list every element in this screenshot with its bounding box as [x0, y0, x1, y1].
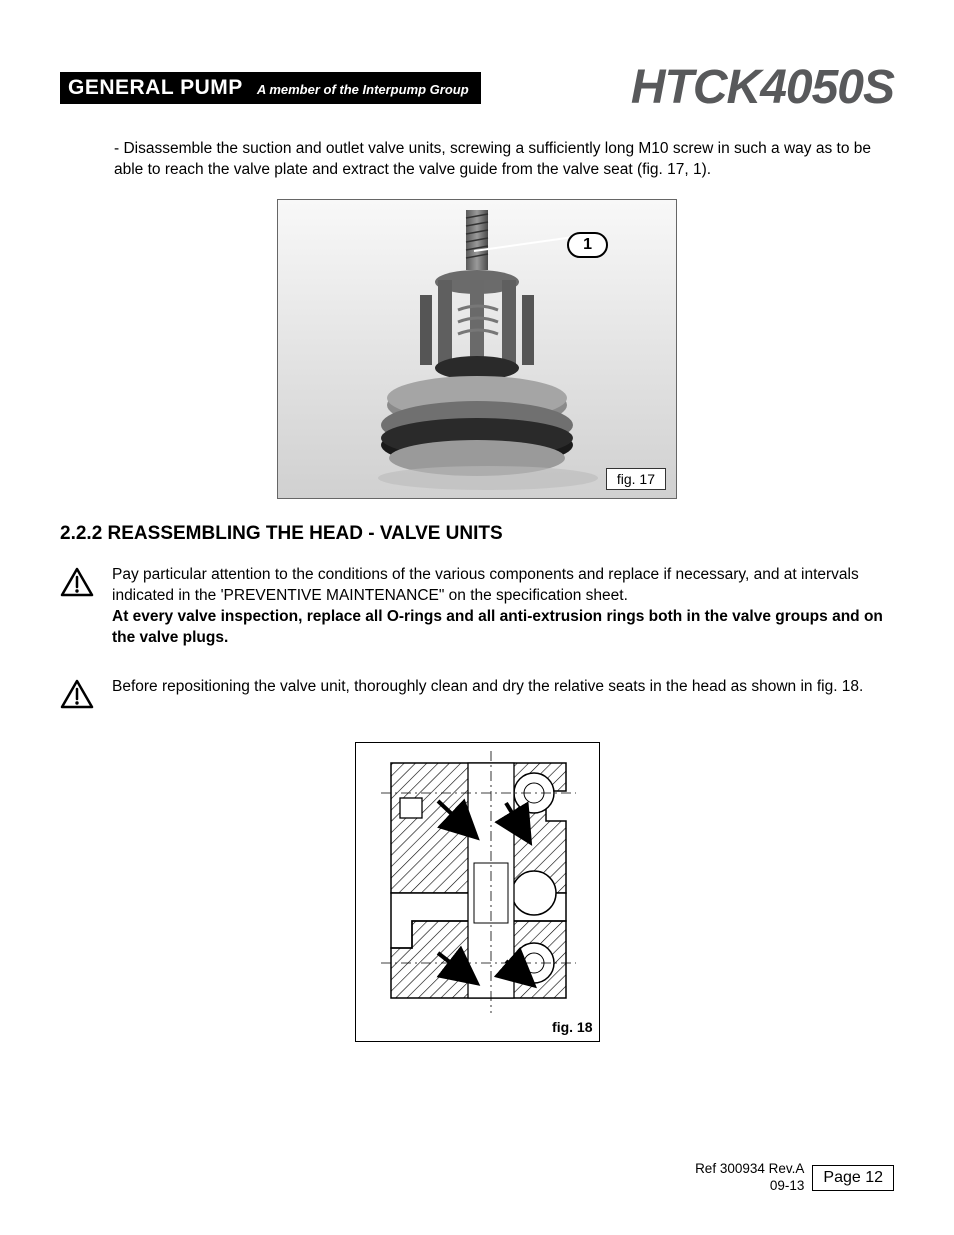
warning-block-1: Pay particular attention to the conditio… — [60, 565, 894, 649]
warning-icon — [60, 679, 94, 714]
figure-18-label: fig. 18 — [552, 1019, 592, 1035]
footer-ref-line2: 09-13 — [770, 1178, 805, 1193]
section-heading: 2.2.2 REASSEMBLING THE HEAD - VALVE UNIT… — [60, 523, 894, 545]
footer-ref-line1: Ref 300934 Rev.A — [695, 1161, 804, 1176]
warning-1-text: Pay particular attention to the conditio… — [112, 565, 894, 649]
page-header: GENERAL PUMP A member of the Interpump G… — [60, 60, 894, 115]
figure-17-label: fig. 17 — [606, 468, 666, 490]
warning-2-p1: Before repositioning the valve unit, tho… — [112, 678, 863, 695]
warning-block-2: Before repositioning the valve unit, tho… — [60, 677, 894, 714]
callout-1: 1 — [567, 232, 608, 258]
footer-page-number: Page 12 — [812, 1165, 894, 1191]
model-number: HTCK4050S — [631, 60, 894, 115]
figure-17-wrap: 1 fig. 17 — [60, 199, 894, 499]
valve-photo-illustration — [278, 200, 677, 499]
figure-18-wrap: fig. 18 — [60, 742, 894, 1042]
brand-bar: GENERAL PUMP A member of the Interpump G… — [60, 72, 481, 104]
intro-paragraph: - Disassemble the suction and outlet val… — [114, 139, 894, 181]
brand-main: GENERAL PUMP — [68, 76, 243, 100]
warning-icon — [60, 567, 94, 649]
page-footer: Ref 300934 Rev.A 09-13 Page 12 — [695, 1161, 894, 1195]
brand-sub: A member of the Interpump Group — [257, 82, 469, 97]
cross-section-diagram — [356, 743, 601, 1043]
warning-1-p1: Pay particular attention to the conditio… — [112, 566, 859, 604]
warning-1-p2-bold: At every valve inspection, replace all O… — [112, 608, 883, 646]
footer-ref: Ref 300934 Rev.A 09-13 — [695, 1161, 804, 1195]
figure-17: 1 fig. 17 — [277, 199, 677, 499]
warning-2-text: Before repositioning the valve unit, tho… — [112, 677, 863, 714]
figure-18: fig. 18 — [355, 742, 600, 1042]
